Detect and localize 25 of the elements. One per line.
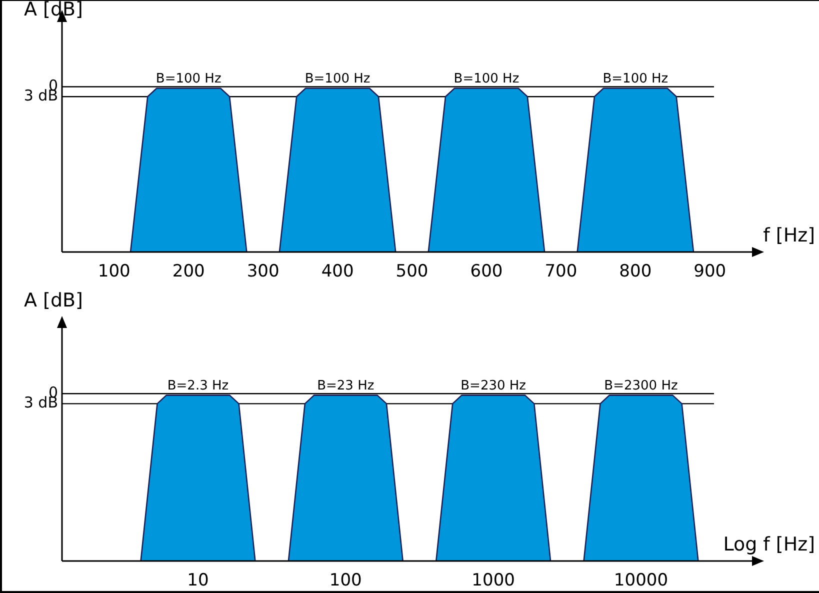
annotation: B=230 Hz <box>460 378 526 394</box>
x-tick-label: 700 <box>544 262 578 282</box>
annotation: B=2300 Hz <box>604 378 678 394</box>
x-tick-label: 900 <box>694 262 726 282</box>
annotation: B=100 Hz <box>156 72 222 87</box>
x-axis-title: f [Hz] <box>763 224 815 246</box>
x-tick-label: 10000 <box>614 570 668 591</box>
annotation: B=2.3 Hz <box>167 378 229 394</box>
annotation: B=23 Hz <box>317 378 374 394</box>
x-tick-label: 100 <box>329 570 362 591</box>
x-tick-label: 1000 <box>472 570 515 591</box>
x-tick-label: 400 <box>321 262 354 282</box>
x-tick-label: 200 <box>172 262 205 282</box>
x-tick-label: 500 <box>396 262 428 282</box>
annotation: B=100 Hz <box>304 72 370 87</box>
x-tick-label: 10 <box>187 570 209 591</box>
y-axis-title: A [dB] <box>24 0 83 20</box>
x-tick-label: 600 <box>470 262 503 282</box>
y-axis-title: A [dB] <box>24 289 83 312</box>
x-axis-title: Log f [Hz] <box>723 533 815 556</box>
annotation: B=100 Hz <box>454 72 520 87</box>
x-tick-label: 100 <box>98 262 130 282</box>
annotation: B=100 Hz <box>602 72 668 87</box>
x-tick-label: 800 <box>619 262 652 282</box>
x-tick-label: 300 <box>246 262 280 282</box>
